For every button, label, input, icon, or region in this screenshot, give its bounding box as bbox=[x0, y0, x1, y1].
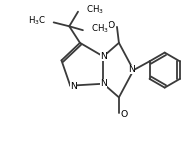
Text: H$_3$C: H$_3$C bbox=[28, 14, 46, 27]
Text: CH$_3$: CH$_3$ bbox=[86, 4, 104, 16]
Text: N: N bbox=[128, 65, 135, 74]
Text: N: N bbox=[100, 52, 107, 61]
Text: CH$_3$: CH$_3$ bbox=[91, 23, 109, 36]
Text: O: O bbox=[121, 110, 128, 119]
Text: N: N bbox=[70, 82, 77, 91]
Text: N: N bbox=[100, 79, 107, 88]
Text: O: O bbox=[108, 21, 115, 30]
